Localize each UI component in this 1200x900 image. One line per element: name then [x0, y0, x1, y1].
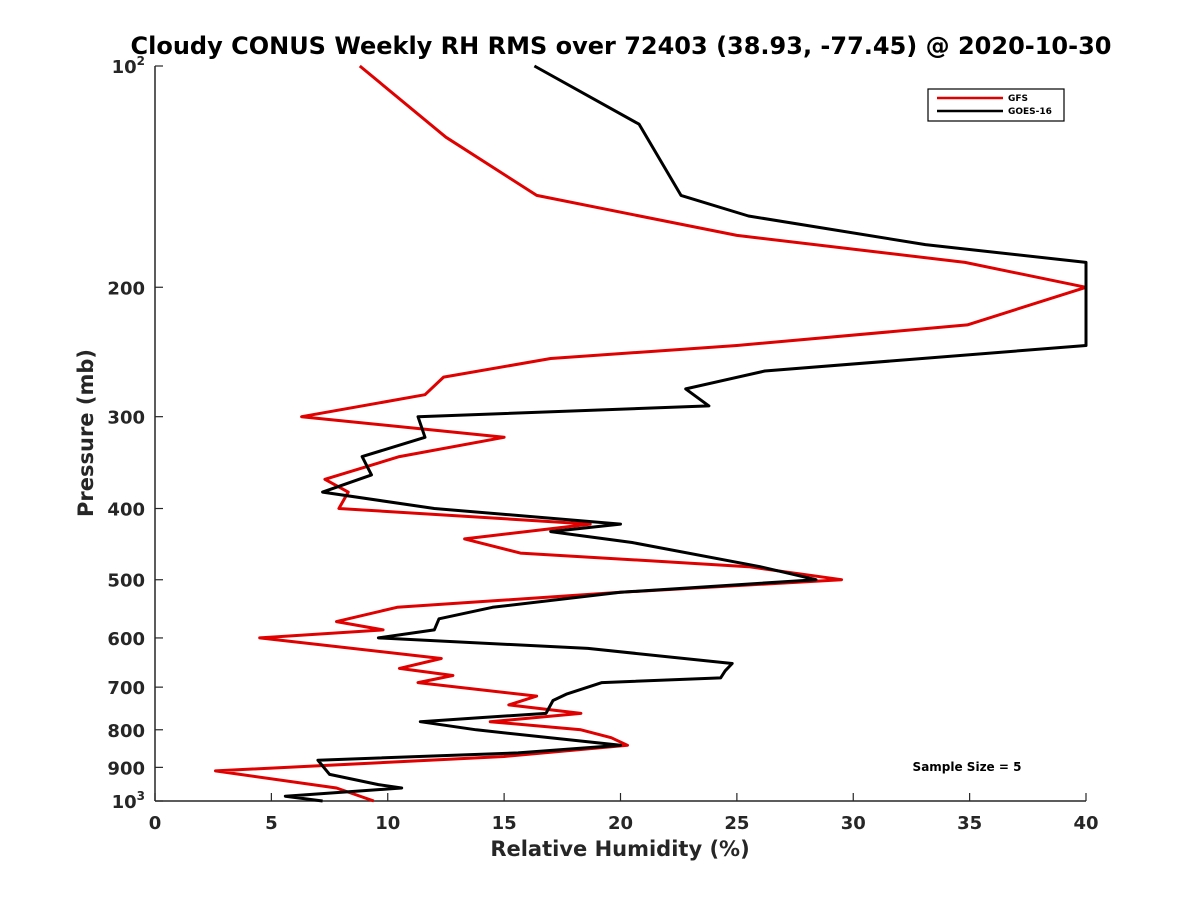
y-tick-label: 103: [112, 789, 145, 813]
x-ticks: 0 5 10 15 20 25 30 35 40: [149, 793, 1099, 834]
legend-label-goes-16: GOES-16: [1008, 107, 1052, 117]
x-tick-label: 20: [608, 813, 633, 834]
y-tick-label: 600: [107, 629, 145, 650]
series-lines: [216, 66, 1087, 801]
y-tick-label: 900: [107, 758, 145, 779]
y-tick-label: 102: [112, 54, 145, 78]
y-tick-label: 800: [107, 721, 145, 742]
x-tick-label: 15: [492, 813, 517, 834]
y-tick-label: 200: [107, 278, 145, 299]
x-tick-label: 35: [957, 813, 982, 834]
sample-size-annotation: Sample Size = 5: [913, 760, 1022, 774]
plot-area: 0 5 10 15 20 25 30 35 40 102 200 300 400 500 600 700 80…: [107, 54, 1098, 834]
y-tick-label: 700: [107, 678, 145, 699]
x-axis-label: Relative Humidity (%): [490, 837, 749, 861]
x-tick-label: 25: [724, 813, 749, 834]
series-line-gfs: [216, 66, 1087, 801]
x-tick-label: 40: [1073, 813, 1098, 834]
y-tick-label: 500: [107, 571, 145, 592]
y-axis-label: Pressure (mb): [74, 349, 98, 517]
legend-label-gfs: GFS: [1008, 94, 1028, 104]
chart-title: Cloudy CONUS Weekly RH RMS over 72403 (3…: [131, 32, 1112, 60]
legend: GFS GOES-16: [928, 89, 1064, 121]
x-tick-label: 10: [375, 813, 400, 834]
x-tick-label: 0: [149, 813, 162, 834]
y-tick-label: 400: [107, 500, 145, 521]
chart: Cloudy CONUS Weekly RH RMS over 72403 (3…: [0, 0, 1200, 900]
y-tick-label: 300: [107, 408, 145, 429]
series-line-goes-16: [285, 66, 1086, 801]
x-tick-label: 30: [841, 813, 866, 834]
x-tick-label: 5: [265, 813, 278, 834]
